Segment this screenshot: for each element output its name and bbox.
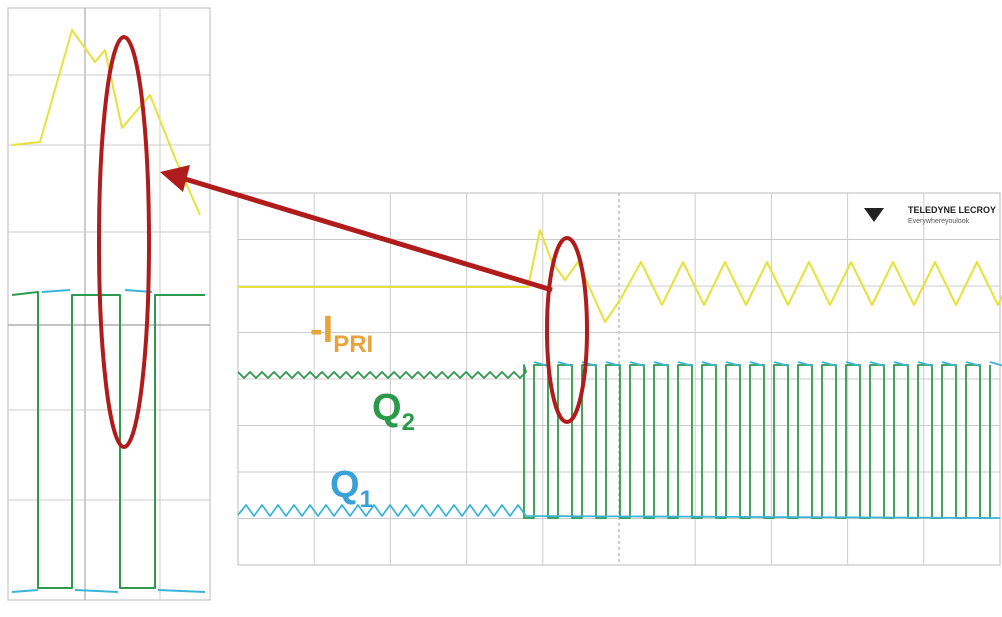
page: {"labels": {"current": {"main": "-I", "s… xyxy=(0,0,1002,617)
logo-tagline: Everywhereyoulook xyxy=(908,218,970,225)
logo-brand: TELEDYNE LECROY xyxy=(908,205,996,215)
scope-figure: -IPRI Q2 Q1 TELEDYNE LECROY Everywhereyo… xyxy=(0,0,1002,617)
